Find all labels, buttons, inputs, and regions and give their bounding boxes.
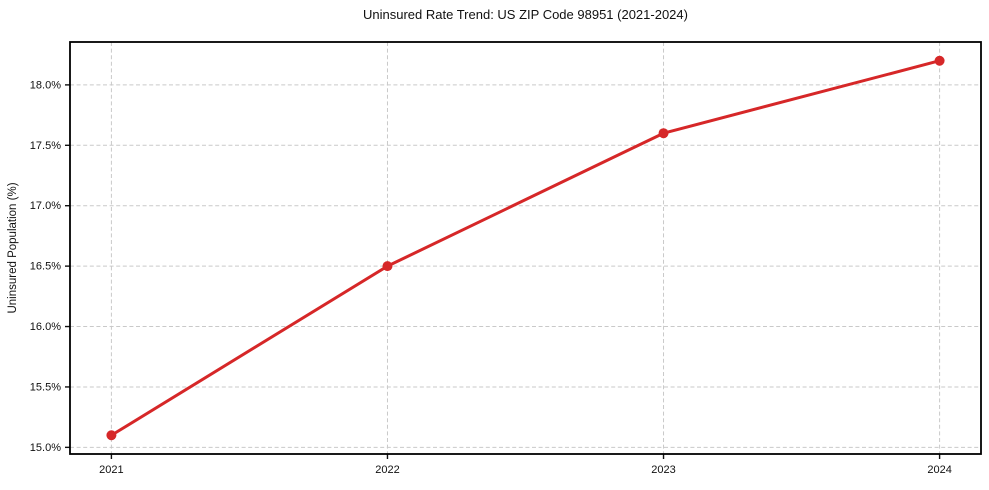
- trend-line: [109, 59, 942, 437]
- chart-title: Uninsured Rate Trend: US ZIP Code 98951 …: [363, 7, 688, 22]
- x-tick-label: 2024: [927, 464, 951, 476]
- y-tick-label: 15.5%: [30, 381, 61, 393]
- y-tick-label: 16.5%: [30, 261, 61, 273]
- data-point-marker: [382, 261, 393, 272]
- y-tick-label: 17.5%: [30, 140, 61, 152]
- data-point-marker: [658, 128, 669, 139]
- plot-border: [69, 41, 982, 455]
- y-tick-label: 16.0%: [30, 321, 61, 333]
- x-tick-label: 2023: [651, 464, 675, 476]
- y-tick-label: 15.0%: [30, 442, 61, 454]
- y-tick-label: 18.0%: [30, 79, 61, 91]
- x-tick-label: 2022: [375, 464, 399, 476]
- data-point-marker: [934, 55, 945, 66]
- data-point-marker: [106, 430, 117, 441]
- y-tick-label: 17.0%: [30, 200, 61, 212]
- x-tick-label: 2021: [99, 464, 123, 476]
